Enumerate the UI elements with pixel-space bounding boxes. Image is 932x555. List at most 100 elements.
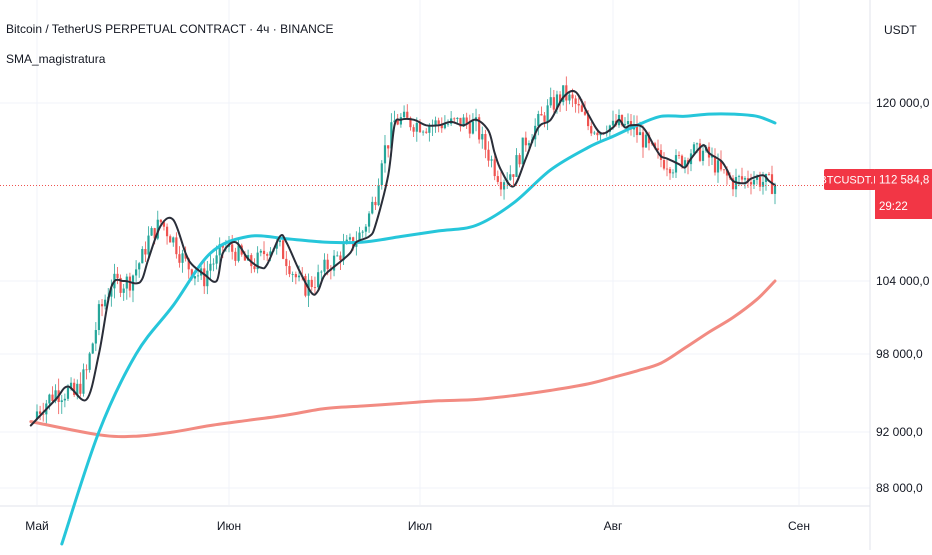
candle-body bbox=[767, 173, 771, 175]
candle-body bbox=[499, 181, 503, 190]
candle-body bbox=[758, 176, 762, 187]
candle-body bbox=[459, 117, 462, 127]
candle-body bbox=[524, 137, 527, 146]
candle-body bbox=[662, 159, 666, 169]
candle-body bbox=[608, 125, 611, 132]
candle-body bbox=[509, 174, 512, 180]
candle-body bbox=[175, 237, 178, 255]
candle-body bbox=[181, 253, 184, 263]
candle-body bbox=[583, 111, 587, 115]
candle-body bbox=[644, 134, 648, 148]
candle-body bbox=[42, 413, 45, 415]
candle-body bbox=[82, 369, 85, 394]
last-price-label: 112 584,8 bbox=[879, 175, 929, 187]
candle-body bbox=[313, 287, 317, 288]
candle-body bbox=[418, 122, 422, 133]
candle-body bbox=[481, 133, 484, 140]
candle-body bbox=[540, 114, 543, 116]
candle-body bbox=[527, 143, 531, 146]
candle-body bbox=[725, 169, 729, 176]
candle-body bbox=[138, 263, 141, 270]
candle-body bbox=[761, 181, 765, 187]
candle-body bbox=[713, 156, 717, 173]
countdown-label: 29:22 bbox=[879, 201, 908, 213]
candle-body bbox=[141, 248, 144, 264]
candle-body bbox=[178, 254, 181, 263]
candle-body bbox=[549, 97, 552, 106]
y-tick-label: 92 000,0 bbox=[876, 425, 923, 439]
candle-body bbox=[73, 382, 76, 395]
candle-body bbox=[104, 299, 107, 307]
symbol-label: BTCUSDT.P bbox=[819, 175, 880, 187]
candle-body bbox=[371, 201, 374, 214]
candle-body bbox=[187, 258, 190, 270]
candle-body bbox=[364, 226, 367, 232]
candle-body bbox=[266, 254, 269, 256]
candle-body bbox=[209, 263, 212, 271]
candle-body bbox=[326, 259, 329, 270]
candle-body bbox=[48, 394, 51, 404]
candle-body bbox=[468, 123, 471, 134]
candle-body bbox=[332, 255, 336, 271]
candle-body bbox=[683, 160, 687, 167]
y-tick-label: 88 000,0 bbox=[876, 481, 923, 495]
candle-body bbox=[383, 145, 387, 164]
candle-body bbox=[695, 143, 699, 145]
sma-line-slow bbox=[29, 279, 777, 439]
candle-body bbox=[677, 155, 681, 156]
candle-body bbox=[552, 97, 555, 110]
x-tick-label: Май bbox=[25, 519, 49, 533]
candle-body bbox=[119, 277, 122, 293]
candle-body bbox=[60, 400, 63, 402]
y-tick-label: 120 000,0 bbox=[876, 96, 930, 110]
candle-body bbox=[415, 122, 418, 132]
price-axis[interactable]: 120 000,0 104 000,0 98 000,0 92 000,0 88 000… bbox=[876, 96, 930, 495]
time-axis[interactable]: Май Июн Июл Авг Сен bbox=[25, 519, 810, 533]
candle-body bbox=[320, 271, 323, 273]
grid bbox=[0, 0, 871, 550]
candle-body bbox=[243, 254, 247, 261]
candle-body bbox=[380, 163, 383, 186]
candle-body bbox=[641, 132, 645, 148]
candle-body bbox=[203, 268, 206, 287]
candle-body bbox=[487, 149, 490, 161]
candle-body bbox=[490, 159, 493, 161]
candle-body bbox=[150, 228, 153, 236]
candle-body bbox=[558, 94, 562, 103]
candle-body bbox=[317, 272, 320, 288]
candle-body bbox=[437, 120, 440, 124]
candle-body bbox=[626, 121, 630, 125]
candle-body bbox=[100, 304, 104, 307]
candle-body bbox=[543, 115, 546, 122]
candle-body bbox=[580, 105, 583, 112]
candle-body bbox=[285, 258, 288, 267]
candle-body bbox=[537, 114, 540, 126]
candle-body bbox=[156, 219, 159, 239]
candle-body bbox=[453, 118, 456, 120]
candle-body bbox=[259, 250, 262, 253]
price-badge bbox=[875, 169, 932, 219]
candle-body bbox=[656, 148, 660, 151]
y-tick-label: 98 000,0 bbox=[876, 347, 923, 361]
candle-body bbox=[310, 279, 313, 288]
candle-body bbox=[66, 387, 70, 399]
candle-body bbox=[184, 253, 187, 259]
candle-body bbox=[348, 237, 352, 240]
candle-body bbox=[440, 123, 443, 129]
candle-body bbox=[387, 145, 390, 149]
candle-body bbox=[94, 330, 97, 344]
candle-body bbox=[620, 114, 624, 126]
sma-line-mid bbox=[60, 112, 777, 546]
candle-body bbox=[635, 124, 639, 136]
candle-body bbox=[484, 133, 487, 150]
candle-body bbox=[515, 155, 518, 177]
indicator-label[interactable]: SMA_magistratura bbox=[6, 52, 106, 66]
candle-body bbox=[512, 174, 515, 177]
candle-body bbox=[269, 251, 272, 256]
candle-body bbox=[147, 235, 150, 255]
candle-body bbox=[253, 266, 256, 270]
candle-body bbox=[262, 250, 266, 255]
candle-body bbox=[212, 263, 215, 265]
